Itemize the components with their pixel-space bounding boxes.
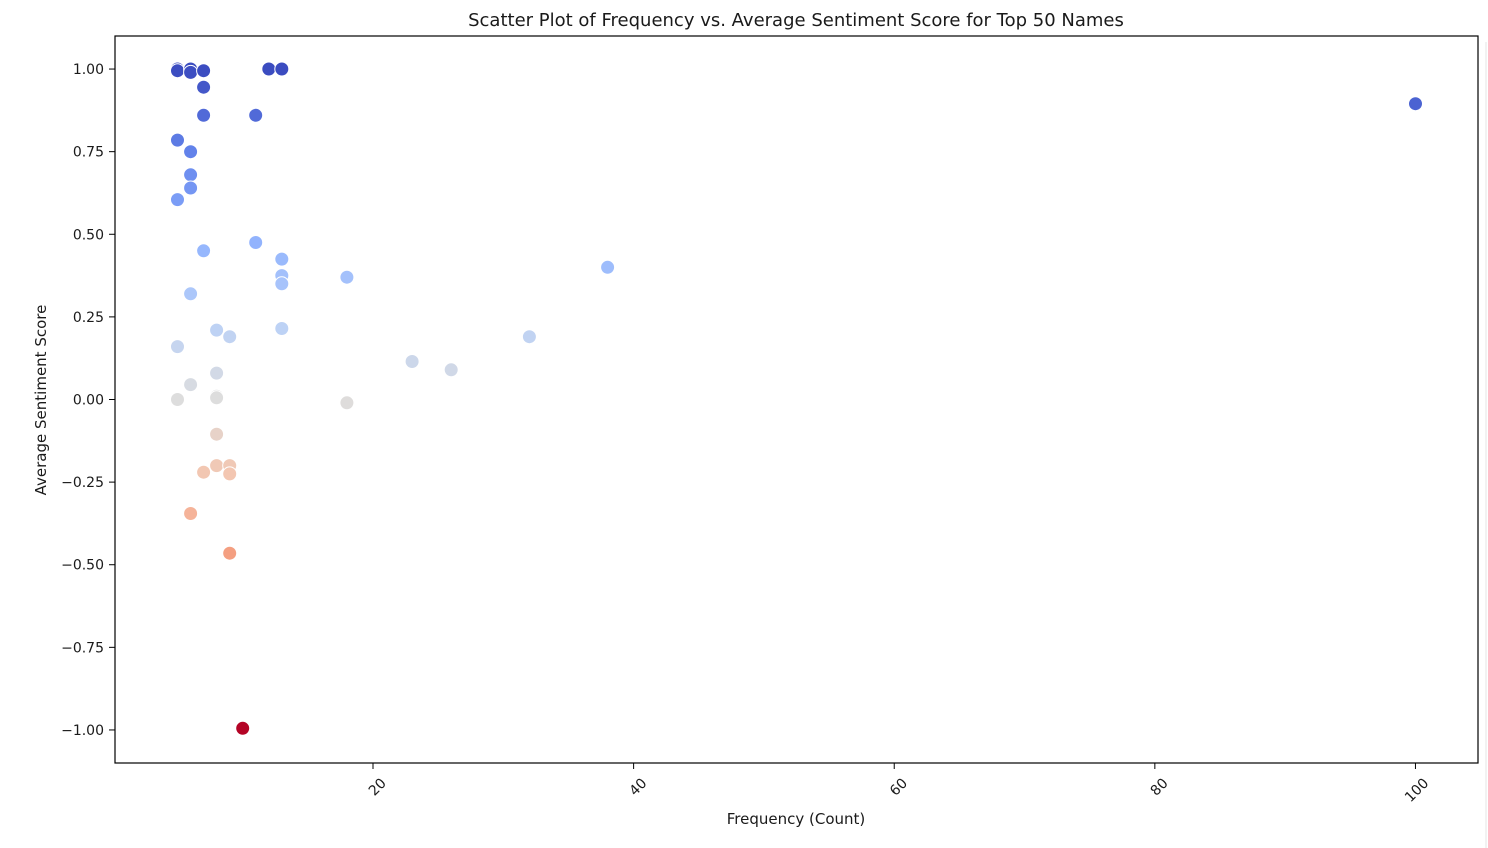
x-tick-label: 20 — [366, 775, 390, 799]
data-point — [183, 506, 199, 521]
data-point — [209, 322, 225, 338]
data-point — [209, 365, 225, 381]
data-point — [339, 269, 355, 285]
y-axis-label: Average Sentiment Score — [32, 305, 50, 496]
y-tick-label: 0.75 — [73, 145, 104, 161]
data-point — [170, 63, 185, 79]
plot-area-frame — [114, 35, 1479, 764]
data-point — [600, 259, 616, 275]
y-tick-label: 0.50 — [73, 227, 104, 243]
data-point — [248, 235, 264, 250]
data-point — [196, 107, 212, 123]
data-point — [222, 545, 238, 561]
chart-title: Scatter Plot of Frequency vs. Average Se… — [468, 10, 1124, 31]
data-point — [404, 354, 420, 369]
data-point — [1408, 96, 1423, 112]
y-axis-ticks: 1.00 0.75 0.50 0.25 0.00 −0.25 −0.50 −0.75 −1.00 — [61, 62, 115, 739]
data-point — [170, 392, 185, 407]
data-point — [183, 64, 199, 80]
data-point — [443, 362, 459, 378]
data-point — [222, 466, 238, 482]
data-point — [274, 321, 290, 336]
data-point — [209, 426, 225, 442]
data-point — [183, 167, 199, 183]
y-tick-label: −1.00 — [61, 723, 104, 739]
data-point — [183, 144, 199, 160]
x-tick-label: 40 — [626, 775, 650, 799]
x-tick-label: 100 — [1402, 775, 1432, 805]
y-tick-label: −0.50 — [61, 558, 104, 574]
data-point — [209, 458, 225, 474]
data-point — [261, 61, 277, 77]
data-point — [274, 251, 290, 267]
data-point — [209, 390, 225, 406]
x-axis-label: Frequency (Count) — [727, 810, 866, 828]
y-tick-label: −0.75 — [61, 640, 104, 656]
data-point — [196, 243, 212, 259]
x-axis-ticks: 20 40 60 80 100 — [366, 763, 1432, 806]
data-point — [183, 180, 199, 196]
data-point — [339, 395, 355, 411]
data-point — [196, 63, 212, 79]
x-tick-label: 80 — [1148, 775, 1172, 799]
data-point — [196, 79, 212, 95]
y-tick-label: 0.25 — [73, 310, 104, 326]
data-point — [274, 276, 290, 292]
data-point — [235, 720, 251, 736]
data-point — [170, 192, 185, 208]
data-point — [196, 464, 212, 480]
x-tick-label: 60 — [887, 775, 911, 799]
y-tick-label: 0.00 — [73, 393, 104, 409]
data-point — [183, 377, 199, 393]
data-point — [183, 286, 199, 302]
data-point — [274, 61, 290, 77]
data-point — [170, 132, 185, 148]
data-point — [248, 107, 264, 123]
data-point — [222, 329, 238, 345]
data-points — [170, 61, 1423, 736]
y-tick-label: 1.00 — [73, 62, 104, 78]
data-point — [170, 339, 185, 355]
data-point — [521, 329, 537, 345]
y-tick-label: −0.25 — [61, 475, 104, 491]
